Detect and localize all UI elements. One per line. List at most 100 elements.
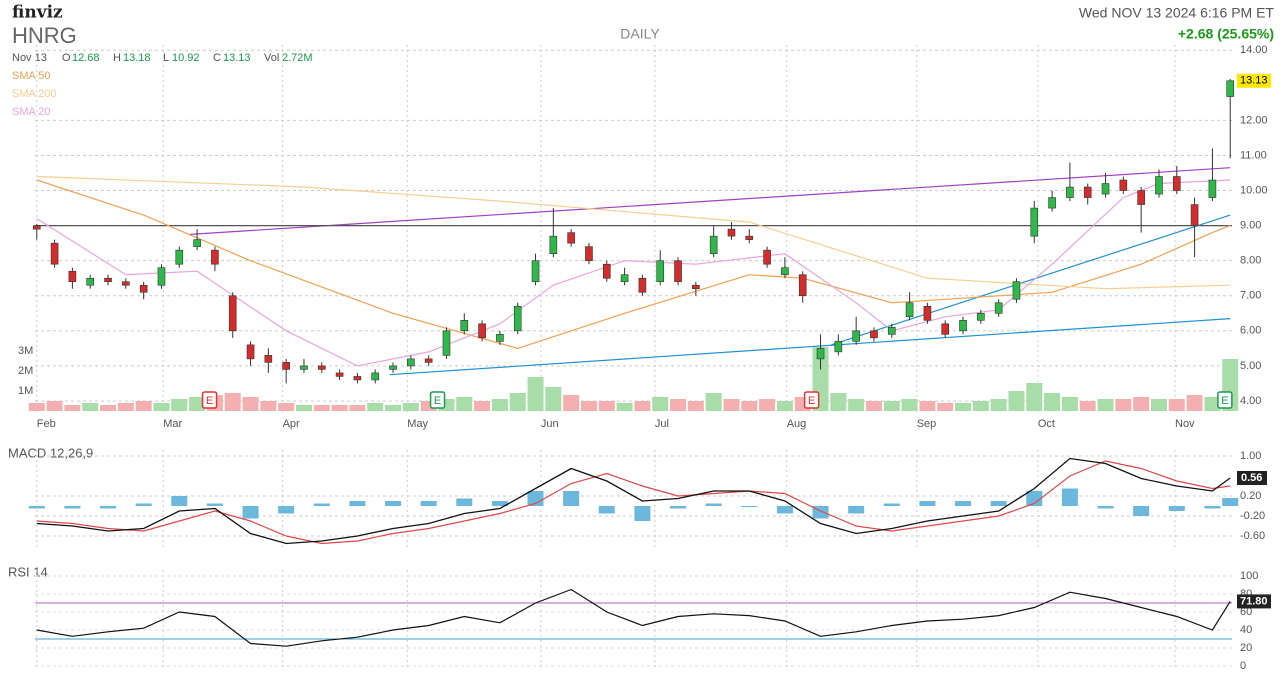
- event-box: [803, 391, 820, 409]
- candle-body: [122, 281, 130, 286]
- trendline: [831, 214, 1231, 346]
- legend-value: 10.92: [172, 52, 200, 64]
- candle-body: [32, 225, 41, 230]
- volume-bar: [64, 405, 81, 411]
- candle-body: [157, 267, 166, 286]
- event-box: [201, 391, 218, 409]
- macd-histogram: [1222, 498, 1239, 506]
- x-tick-label: May: [407, 418, 428, 430]
- candle-body: [709, 235, 718, 254]
- candle-body: [638, 277, 647, 293]
- candle-body: [1137, 190, 1145, 205]
- macd-histogram: [1133, 506, 1150, 516]
- candle-body: [389, 365, 397, 370]
- candle-body: [1048, 197, 1056, 209]
- candle-body: [1119, 179, 1128, 191]
- legend-value: 2.72M: [282, 52, 313, 64]
- volume-bar: [1186, 395, 1203, 411]
- legend-label: L: [163, 52, 169, 64]
- macd-histogram: [64, 506, 81, 509]
- candle-body: [1066, 186, 1074, 198]
- candle-body: [246, 344, 255, 360]
- volume-bar: [972, 401, 989, 411]
- macd-histogram: [385, 501, 402, 506]
- legend-entry: SMA 200: [12, 88, 57, 100]
- volume-bar: [1026, 383, 1043, 411]
- volume-bar: [919, 401, 936, 411]
- macd-histogram: [990, 501, 1007, 506]
- volume-bar: [242, 397, 259, 411]
- sma-line: [36, 175, 1231, 290]
- volume-bar: [153, 403, 170, 411]
- x-tick-label: Oct: [1038, 418, 1055, 430]
- x-tick-label: Jun: [541, 418, 559, 430]
- legend-value: 12.68: [72, 52, 100, 64]
- macd-histogram: [883, 503, 900, 506]
- y-tick-label: 1.00: [1240, 450, 1261, 462]
- volume-bar: [82, 403, 99, 411]
- macd-histogram: [278, 506, 295, 514]
- volume-bar: [687, 401, 704, 411]
- candle-body: [905, 302, 914, 318]
- volume-bar: [937, 403, 954, 411]
- volume-bar: [260, 401, 277, 411]
- y-tick-label: 5.00: [1240, 360, 1261, 372]
- candle-body: [674, 260, 682, 283]
- candle-body: [816, 348, 825, 360]
- candle-body: [50, 242, 59, 265]
- macd-histogram: [741, 506, 758, 507]
- candle-body: [941, 323, 950, 335]
- volume-bar: [331, 405, 348, 411]
- volume-bar: [1061, 397, 1078, 411]
- candle-body: [1190, 204, 1199, 226]
- volume-bar: [100, 405, 117, 411]
- volume-bar: [883, 401, 900, 411]
- candle-body: [852, 330, 860, 342]
- rsi-title: RSI 14: [8, 564, 48, 579]
- legend-entry: SMA 50: [12, 70, 51, 82]
- macd-histogram: [242, 506, 259, 519]
- candle-body: [923, 305, 932, 321]
- x-tick-label: Apr: [283, 418, 300, 430]
- macd-signal: [36, 460, 1231, 545]
- change: +2.68 (25.65%): [1178, 26, 1274, 42]
- candle-body: [424, 358, 433, 363]
- macd-histogram: [1168, 506, 1185, 511]
- y-tick-label: 14.00: [1240, 44, 1268, 56]
- x-tick-label: Sep: [917, 418, 937, 430]
- candle-body: [496, 334, 504, 342]
- candle-body: [977, 312, 985, 321]
- candle-body: [317, 365, 326, 370]
- volume-bar: [670, 399, 687, 411]
- macd-histogram: [313, 503, 330, 506]
- candle-body: [460, 320, 469, 332]
- y-tick-label: -0.60: [1240, 530, 1265, 542]
- volume-bar: [135, 401, 152, 411]
- candle-body: [531, 260, 540, 283]
- volume-bar: [634, 401, 651, 411]
- candle-body: [228, 295, 237, 332]
- candle-body: [727, 228, 736, 237]
- y-tick-label: 0.20: [1240, 490, 1261, 502]
- candle-body: [656, 260, 665, 283]
- x-tick-label: Aug: [787, 418, 807, 430]
- volume-bar: [420, 401, 437, 411]
- sma-line: [36, 179, 1231, 367]
- candle-body: [353, 376, 362, 381]
- macd-histogram: [1097, 506, 1114, 509]
- x-tick-label: Nov: [1175, 418, 1195, 430]
- candle-body: [1172, 176, 1181, 191]
- event-box: [429, 391, 446, 409]
- candle-body: [193, 239, 201, 247]
- volume-bar: [402, 403, 419, 411]
- x-tick-label: Jul: [655, 418, 669, 430]
- volume-bar: [509, 393, 526, 411]
- price-label-box: [1237, 73, 1271, 88]
- y-tick-label: 6.00: [1240, 325, 1261, 337]
- volume-bar: [705, 393, 722, 411]
- candle-body: [478, 323, 486, 339]
- volume-bar: [563, 395, 580, 411]
- rsi-label: 71.80: [1240, 595, 1268, 607]
- volume-bar: [901, 399, 918, 411]
- candle-body: [513, 305, 522, 332]
